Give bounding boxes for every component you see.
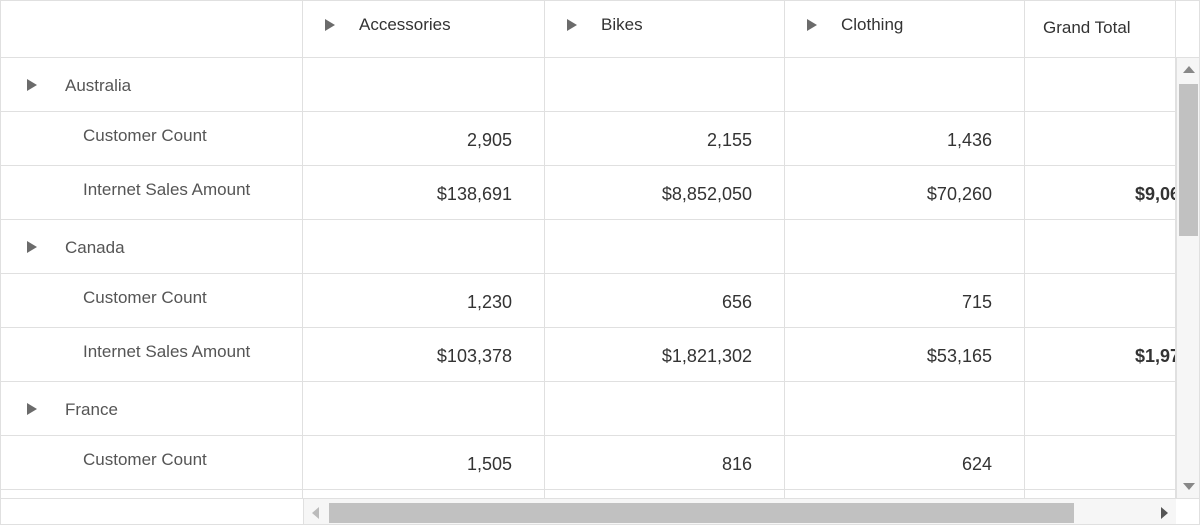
table-row	[1, 490, 1176, 498]
expand-arrow-icon[interactable]	[27, 403, 37, 415]
grand-total-cell[interactable]	[1025, 490, 1176, 498]
value-cell[interactable]	[545, 220, 785, 274]
value-cell[interactable]: 1,230	[303, 274, 545, 328]
value-cell[interactable]: 715	[785, 274, 1025, 328]
scroll-down-arrow-icon[interactable]	[1183, 483, 1195, 490]
column-header-label: Accessories	[359, 15, 451, 34]
value-cell[interactable]: 1,505	[303, 436, 545, 490]
vertical-scroll-thumb[interactable]	[1179, 84, 1198, 236]
row-header-measure[interactable]: Customer Count	[1, 112, 303, 166]
value-cell[interactable]: $1,821,302	[545, 328, 785, 382]
table-row: Internet Sales Amount $138,691 $8,852,05…	[1, 166, 1176, 220]
value-cell[interactable]: 1,436	[785, 112, 1025, 166]
table-row: Customer Count 2,905 2,155 1,436	[1, 112, 1176, 166]
row-header-measure[interactable]: Customer Count	[1, 274, 303, 328]
value-cell[interactable]	[785, 58, 1025, 112]
table-row: Customer Count 1,230 656 715	[1, 274, 1176, 328]
value-cell[interactable]	[545, 58, 785, 112]
scroll-up-arrow-icon[interactable]	[1183, 66, 1195, 73]
expand-arrow-icon[interactable]	[27, 79, 37, 91]
table-row: France	[1, 382, 1176, 436]
scroll-left-arrow-icon[interactable]	[312, 507, 319, 519]
column-header-bikes[interactable]: Bikes	[545, 1, 785, 57]
expand-arrow-icon[interactable]	[325, 19, 335, 31]
column-header-clothing[interactable]: Clothing	[785, 1, 1025, 57]
value-cell[interactable]	[785, 490, 1025, 498]
row-header-label: Customer Count	[83, 288, 207, 307]
value-cell[interactable]: $103,378	[303, 328, 545, 382]
column-header-label: Grand Total	[1043, 18, 1131, 37]
scrollbar-corner	[1176, 498, 1199, 524]
row-header-measure[interactable]: Internet Sales Amount	[1, 328, 303, 382]
horizontal-scrollbar[interactable]	[304, 498, 1176, 524]
column-header-row: Accessories Bikes Clothing Grand Total	[1, 1, 1176, 58]
expand-arrow-icon[interactable]	[27, 241, 37, 253]
value-cell[interactable]	[545, 490, 785, 498]
row-header-france[interactable]: France	[1, 382, 303, 436]
row-header-label: Internet Sales Amount	[83, 342, 251, 361]
row-header-footer-spacer	[1, 498, 304, 524]
grand-total-cell[interactable]	[1025, 220, 1176, 274]
grand-total-cell[interactable]	[1025, 382, 1176, 436]
grand-total-cell[interactable]: $1,97	[1025, 328, 1176, 382]
expand-arrow-icon[interactable]	[807, 19, 817, 31]
row-header-label: Customer Count	[83, 450, 207, 469]
row-header-measure[interactable]	[1, 490, 303, 498]
value-cell[interactable]	[545, 382, 785, 436]
value-cell[interactable]: 2,155	[545, 112, 785, 166]
value-cell[interactable]	[303, 490, 545, 498]
value-cell[interactable]	[303, 220, 545, 274]
vertical-scrollbar[interactable]	[1176, 58, 1199, 498]
row-header-label: Canada	[65, 238, 125, 257]
value-cell[interactable]	[785, 220, 1025, 274]
row-header-label: Australia	[65, 76, 132, 95]
value-cell[interactable]	[785, 382, 1025, 436]
value-cell[interactable]: $53,165	[785, 328, 1025, 382]
value-cell[interactable]: 2,905	[303, 112, 545, 166]
horizontal-scroll-thumb[interactable]	[329, 503, 1074, 523]
grand-total-cell[interactable]	[1025, 436, 1176, 490]
value-cell[interactable]: $70,260	[785, 166, 1025, 220]
row-header-label: Customer Count	[83, 126, 207, 145]
column-header-accessories[interactable]: Accessories	[303, 1, 545, 57]
grid-body: Australia Customer Count 2,905 2,155 1,4…	[1, 58, 1176, 498]
scroll-right-arrow-icon[interactable]	[1161, 507, 1168, 519]
row-header-measure[interactable]: Internet Sales Amount	[1, 166, 303, 220]
value-cell[interactable]: $138,691	[303, 166, 545, 220]
grand-total-cell[interactable]	[1025, 58, 1176, 112]
header-scroll-spacer	[1176, 1, 1199, 58]
row-header-canada[interactable]: Canada	[1, 220, 303, 274]
value-cell[interactable]: 624	[785, 436, 1025, 490]
value-cell[interactable]: 656	[545, 274, 785, 328]
row-header-australia[interactable]: Australia	[1, 58, 303, 112]
expand-arrow-icon[interactable]	[567, 19, 577, 31]
grand-total-cell[interactable]	[1025, 274, 1176, 328]
column-header-label: Bikes	[601, 15, 643, 34]
table-row: Customer Count 1,505 816 624	[1, 436, 1176, 490]
row-header-label: Internet Sales Amount	[83, 180, 251, 199]
value-cell[interactable]	[303, 382, 545, 436]
column-header-grand-total[interactable]: Grand Total	[1025, 1, 1176, 57]
column-header-label: Clothing	[841, 15, 904, 34]
grand-total-cell[interactable]	[1025, 112, 1176, 166]
header-corner	[1, 1, 303, 57]
row-header-label: France	[65, 400, 118, 419]
value-cell[interactable]	[303, 58, 545, 112]
table-row: Canada	[1, 220, 1176, 274]
grand-total-cell[interactable]: $9,06	[1025, 166, 1176, 220]
table-row: Internet Sales Amount $103,378 $1,821,30…	[1, 328, 1176, 382]
value-cell[interactable]: 816	[545, 436, 785, 490]
row-header-measure[interactable]: Customer Count	[1, 436, 303, 490]
table-row: Australia	[1, 58, 1176, 112]
value-cell[interactable]: $8,852,050	[545, 166, 785, 220]
